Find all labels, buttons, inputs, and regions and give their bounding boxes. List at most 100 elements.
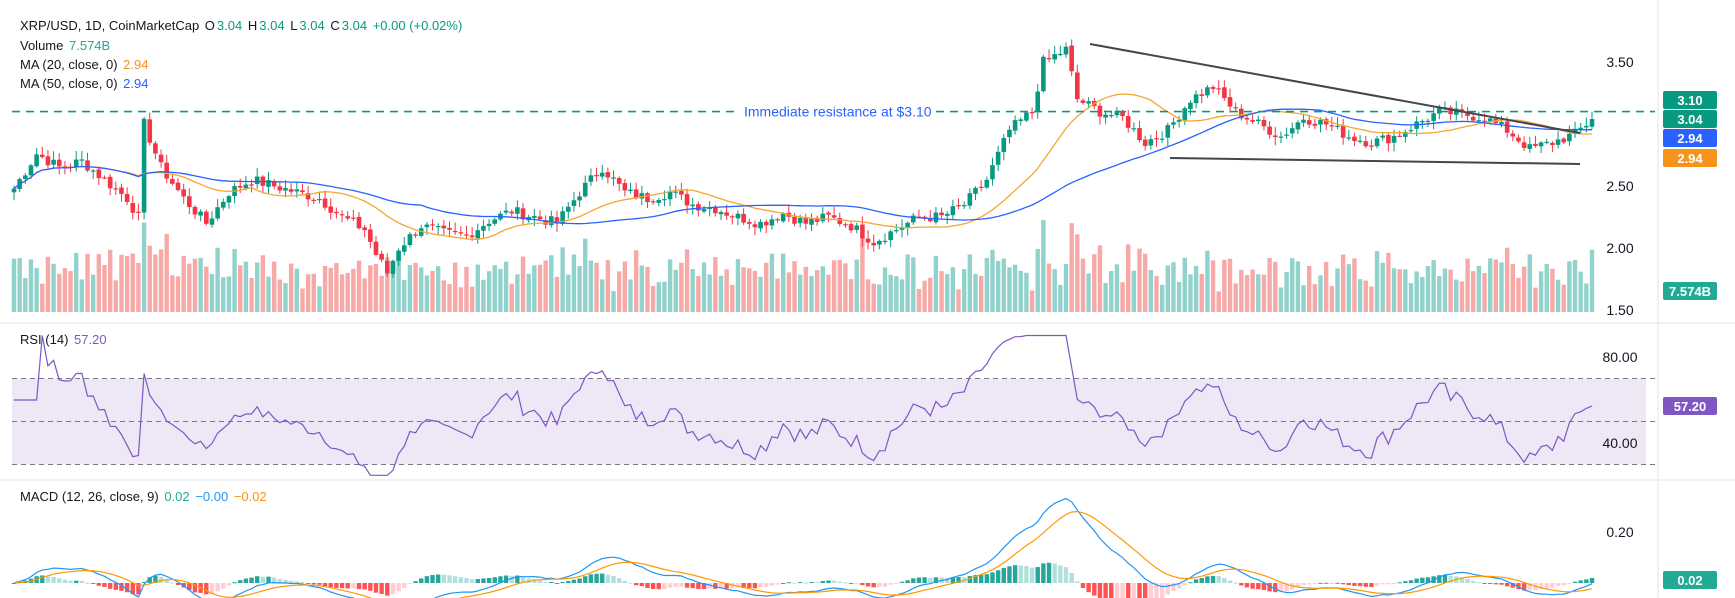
volume-bar — [1142, 253, 1148, 312]
volume-bar — [911, 257, 916, 312]
macd-hist-bar — [583, 576, 588, 583]
volume-bar — [1029, 290, 1035, 312]
volume-bar — [1012, 264, 1018, 312]
volume-bar — [775, 278, 780, 312]
macd-hist-bar — [221, 583, 226, 589]
volume-bar — [17, 258, 22, 312]
macd-hist-bar — [1572, 581, 1578, 583]
macd-legend: MACD (12, 26, close, 9) 0.02 −0.00 −0.02 — [20, 488, 269, 506]
candle-body — [582, 182, 588, 197]
macd-hist-bar — [164, 579, 169, 583]
macd-hist-bar — [503, 575, 509, 583]
candle-body — [147, 119, 153, 143]
volume-bar — [1001, 258, 1006, 312]
macd-hist-bar — [260, 576, 266, 583]
candle-body — [1318, 119, 1323, 125]
candle-body — [1538, 142, 1544, 147]
candle-body — [503, 210, 509, 213]
candle-body — [1188, 102, 1193, 110]
macd-hist-bar — [1058, 565, 1063, 583]
volume-legend: Volume 7.574B — [20, 37, 112, 55]
volume-bar — [843, 263, 848, 312]
volume-bar — [1386, 252, 1391, 312]
upper-trendline[interactable] — [1089, 43, 1581, 134]
volume-bar — [1063, 263, 1069, 312]
macd-hist-bar — [1109, 583, 1114, 598]
volume-bar — [1171, 262, 1176, 312]
candle-body — [1544, 141, 1550, 144]
macd-hist-bar — [1216, 576, 1221, 583]
macd-hist-bar — [831, 580, 837, 583]
macd-hist-bar — [1408, 580, 1414, 583]
candle-body — [797, 217, 803, 224]
volume-bar — [356, 260, 362, 312]
macd-hist-bar — [430, 574, 435, 583]
volume-bar — [1007, 267, 1012, 312]
macd-hist-bar — [645, 583, 650, 588]
volume-bar — [1346, 264, 1351, 312]
candle-body — [1510, 133, 1516, 137]
ma50-badge: 2.94 — [1677, 131, 1703, 146]
volume-bar — [74, 252, 79, 312]
candles — [11, 39, 1595, 278]
price-tick-label: 1.50 — [1606, 302, 1633, 318]
macd-hist-bar — [158, 576, 164, 583]
candle-body — [577, 196, 582, 201]
volume-bar — [667, 259, 673, 312]
macd-lines — [11, 497, 1595, 598]
candle-body — [1018, 119, 1024, 121]
volume-bar — [57, 273, 62, 312]
candle-body — [1029, 111, 1035, 114]
macd-hist-bar — [741, 583, 746, 589]
candle-body — [611, 177, 616, 179]
macd-hist-bar — [192, 583, 198, 593]
macd-hist-bar — [633, 583, 639, 586]
macd-hist-bar — [871, 583, 876, 588]
volume-bar — [1589, 249, 1595, 312]
lower-trendline[interactable] — [1169, 157, 1581, 165]
macd-hist-bar — [820, 581, 825, 583]
macd-hist-bar — [1380, 583, 1385, 585]
volume-bar — [283, 283, 288, 312]
candle-body — [730, 216, 735, 218]
volume-badge: 7.574B — [1669, 284, 1711, 299]
candle-body — [1482, 120, 1487, 122]
candle-body — [956, 205, 961, 207]
macd-hist-bar — [1414, 578, 1419, 583]
volume-bar — [639, 265, 645, 312]
macd-hist-bar — [238, 580, 243, 583]
volume-bar — [633, 250, 639, 312]
candle-body — [1278, 136, 1284, 138]
volume-bar — [1318, 275, 1323, 312]
candle-body — [871, 242, 876, 246]
volume-bar — [549, 255, 554, 312]
volume-bar — [1159, 284, 1165, 312]
macd-value: 0.02 — [164, 489, 190, 504]
ma20-badge: 2.94 — [1677, 151, 1703, 166]
candle-body — [1504, 121, 1510, 133]
candle-body — [1137, 128, 1142, 141]
macd-hist-bar — [956, 577, 961, 583]
volume-bar — [407, 265, 413, 312]
macd-hist-bar — [1024, 566, 1029, 583]
macd-hist-bar — [1510, 583, 1516, 588]
macd-hist-bar — [1137, 583, 1142, 598]
macd-hist-bar — [1193, 579, 1199, 583]
rsi-badge: 57.20 — [1674, 399, 1707, 414]
volume-bar — [888, 274, 893, 312]
volume-bar — [1369, 286, 1374, 312]
macd-hist-bar — [916, 577, 922, 583]
volume-bar — [413, 262, 418, 312]
price-tick-label: 3.50 — [1606, 54, 1633, 70]
candle-body — [622, 183, 628, 191]
candle-body — [877, 240, 882, 245]
volume-bar — [1374, 251, 1380, 312]
volume-bar — [1420, 277, 1425, 312]
macd-hist-bar — [911, 578, 916, 583]
macd-hist-bar — [113, 583, 119, 590]
candle-body — [62, 166, 68, 168]
volume-bar — [124, 256, 130, 312]
macd-hist-bar — [865, 583, 871, 587]
candle-body — [237, 185, 243, 188]
